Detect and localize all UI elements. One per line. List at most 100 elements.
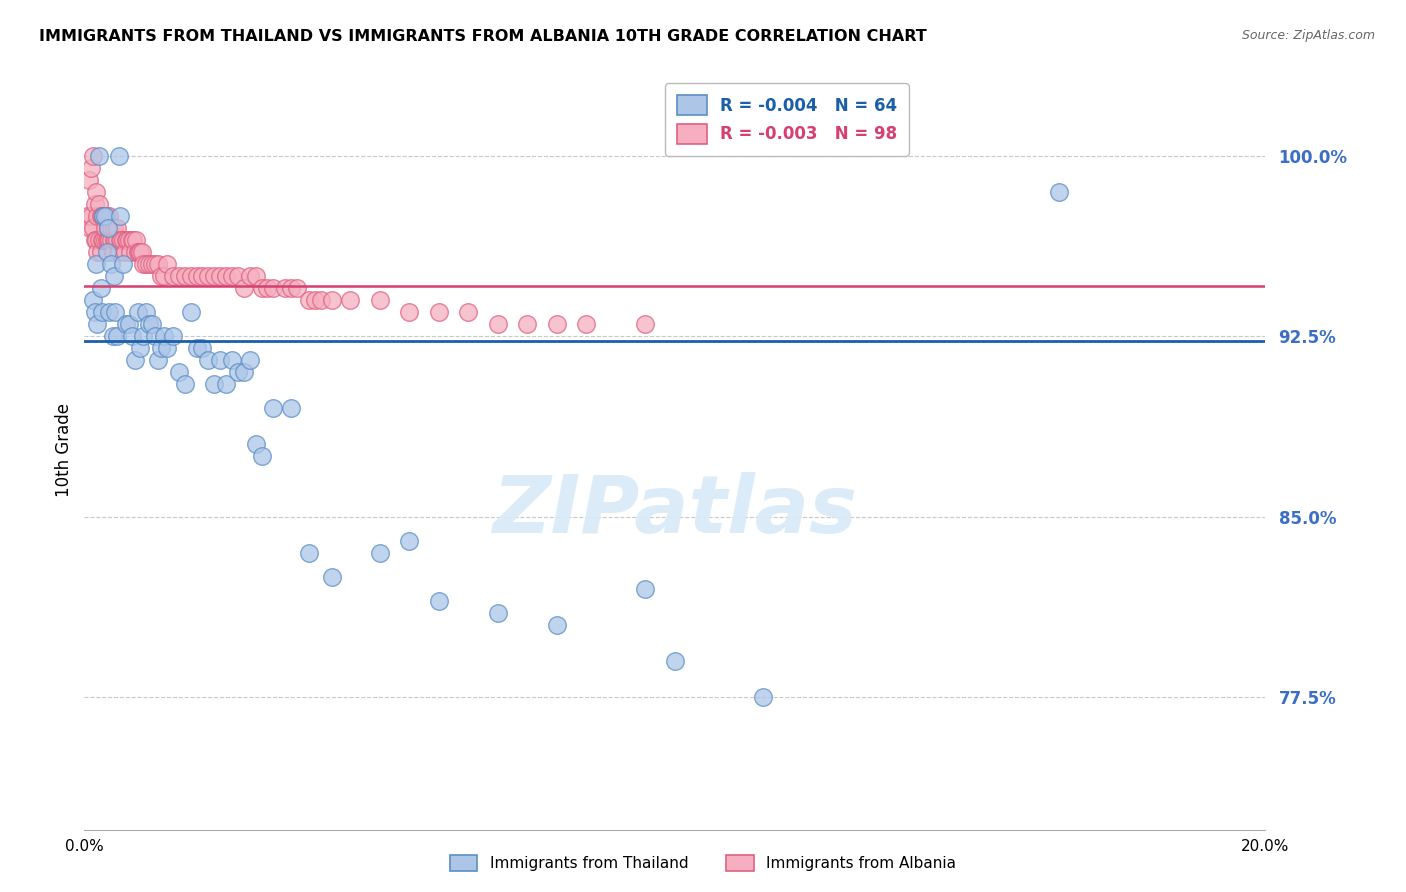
Point	[138, 257, 160, 271]
Point	[114, 317, 136, 331]
Point	[398, 533, 420, 548]
Point	[239, 353, 262, 368]
Point	[245, 268, 267, 283]
Point	[105, 220, 128, 235]
Point	[80, 209, 103, 223]
Point	[84, 233, 107, 247]
Point	[173, 377, 195, 392]
Point	[132, 329, 155, 343]
Point	[191, 341, 214, 355]
Point	[98, 305, 121, 319]
Point	[197, 353, 219, 368]
Point	[129, 244, 152, 259]
Point	[209, 353, 232, 368]
Point	[107, 244, 129, 259]
Point	[105, 233, 128, 247]
Point	[138, 317, 160, 331]
Point	[96, 244, 118, 259]
Point	[84, 233, 107, 247]
Point	[115, 233, 138, 247]
Point	[321, 570, 343, 584]
Point	[96, 233, 118, 247]
Point	[91, 209, 114, 223]
Point	[104, 233, 127, 247]
Point	[100, 257, 122, 271]
Point	[90, 281, 112, 295]
Point	[82, 293, 104, 307]
Legend: Immigrants from Thailand, Immigrants from Albania: Immigrants from Thailand, Immigrants fro…	[444, 849, 962, 877]
Point	[97, 233, 120, 247]
Point	[427, 305, 450, 319]
Point	[121, 329, 143, 343]
Point	[91, 209, 114, 223]
Point	[125, 233, 148, 247]
Point	[80, 161, 103, 175]
Point	[202, 377, 225, 392]
Point	[197, 268, 219, 283]
Point	[86, 244, 108, 259]
Point	[427, 594, 450, 608]
Point	[148, 353, 170, 368]
Point	[84, 196, 107, 211]
Point	[87, 196, 111, 211]
Point	[339, 293, 361, 307]
Point	[86, 317, 108, 331]
Point	[135, 305, 157, 319]
Legend: R = -0.004   N = 64, R = -0.003   N = 98: R = -0.004 N = 64, R = -0.003 N = 98	[665, 84, 908, 156]
Point	[546, 618, 568, 632]
Point	[141, 257, 163, 271]
Point	[298, 546, 321, 560]
Point	[110, 233, 132, 247]
Point	[103, 220, 125, 235]
Point	[84, 185, 107, 199]
Point	[121, 233, 143, 247]
Point	[128, 244, 150, 259]
Point	[173, 268, 195, 283]
Point	[221, 353, 243, 368]
Point	[180, 268, 202, 283]
Point	[209, 268, 232, 283]
Point	[90, 244, 112, 259]
Point	[180, 305, 202, 319]
Point	[98, 233, 121, 247]
Point	[87, 148, 111, 162]
Point	[186, 268, 208, 283]
Point	[153, 268, 176, 283]
Point	[129, 341, 152, 355]
Point	[86, 209, 108, 223]
Point	[94, 209, 117, 223]
Point	[202, 268, 225, 283]
Point	[87, 233, 111, 247]
Point	[368, 546, 391, 560]
Point	[256, 281, 278, 295]
Point	[97, 220, 120, 235]
Point	[167, 365, 190, 379]
Point	[153, 329, 176, 343]
Point	[280, 401, 302, 416]
Point	[84, 257, 107, 271]
Point	[664, 654, 686, 668]
Point	[280, 281, 302, 295]
Point	[114, 233, 136, 247]
Point	[131, 244, 153, 259]
Point	[77, 172, 100, 186]
Point	[91, 305, 114, 319]
Point	[634, 582, 657, 596]
Point	[274, 281, 297, 295]
Point	[162, 329, 184, 343]
Point	[232, 365, 254, 379]
Point	[114, 244, 136, 259]
Text: ZIPatlas: ZIPatlas	[492, 472, 858, 550]
Point	[262, 401, 284, 416]
Point	[457, 305, 479, 319]
Point	[120, 244, 142, 259]
Text: Source: ZipAtlas.com: Source: ZipAtlas.com	[1241, 29, 1375, 43]
Point	[127, 305, 149, 319]
Point	[111, 233, 134, 247]
Y-axis label: 10th Grade: 10th Grade	[55, 403, 73, 498]
Point	[127, 244, 149, 259]
Point	[135, 257, 157, 271]
Point	[118, 233, 141, 247]
Point	[575, 317, 598, 331]
Point	[101, 244, 124, 259]
